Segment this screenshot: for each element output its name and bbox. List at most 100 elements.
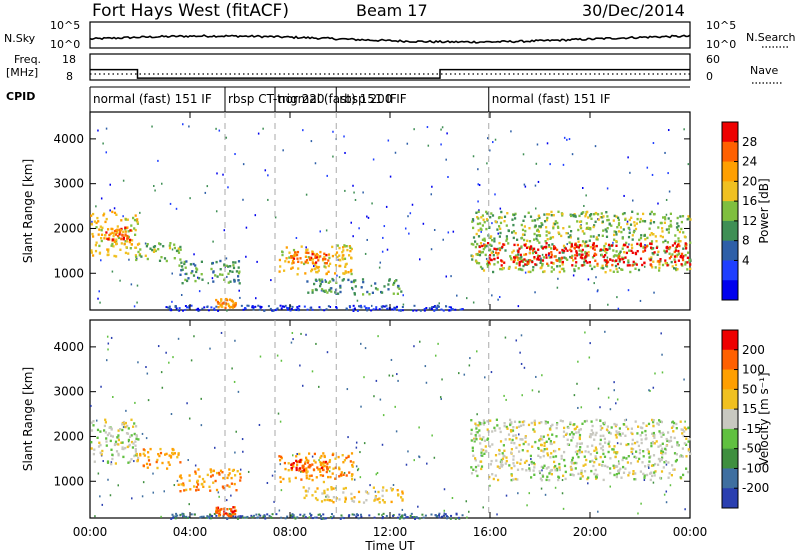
data-cell (572, 474, 575, 477)
data-cell (653, 436, 656, 439)
data-cell (631, 442, 634, 446)
data-cell (637, 425, 640, 428)
scatter-cell (402, 303, 405, 306)
data-cell (553, 255, 556, 258)
data-cell (658, 419, 661, 422)
scatter-cell (447, 175, 449, 178)
scatter-cell (151, 125, 153, 128)
scatter-cell (408, 232, 410, 235)
data-cell (334, 477, 337, 480)
scatter-cell (305, 193, 308, 196)
data-cell (651, 440, 654, 444)
data-cell (636, 212, 639, 216)
data-cell (601, 460, 604, 463)
data-cell (123, 242, 126, 246)
data-cell (489, 243, 492, 246)
data-cell (538, 216, 541, 219)
scatter-cell (433, 309, 436, 312)
scatter-cell (383, 305, 386, 308)
data-cell (372, 486, 375, 489)
data-cell (328, 499, 331, 502)
data-cell (111, 457, 114, 461)
data-cell (495, 248, 498, 251)
data-cell (530, 476, 533, 479)
data-cell (601, 220, 604, 223)
data-cell (649, 478, 652, 482)
data-cell (142, 464, 145, 467)
scatter-cell (311, 455, 314, 458)
data-cell (592, 247, 595, 250)
scatter-cell (267, 198, 269, 201)
data-cell (657, 250, 660, 253)
data-cell (594, 455, 597, 458)
data-cell (642, 455, 645, 458)
data-cell (325, 262, 328, 265)
data-cell (602, 478, 605, 482)
data-cell (588, 239, 591, 242)
scatter-cell (430, 306, 433, 309)
scatter-cell (237, 390, 240, 393)
data-cell (655, 246, 658, 249)
scatter-cell (258, 423, 261, 426)
data-cell (556, 221, 559, 225)
data-cell (343, 244, 346, 247)
scatter-cell (438, 516, 441, 519)
data-cell (500, 264, 503, 267)
scatter-cell (454, 517, 457, 520)
scatter-cell (154, 189, 156, 192)
data-cell (183, 260, 186, 264)
data-cell (316, 487, 319, 490)
scatter-cell (628, 243, 630, 246)
data-cell (168, 246, 172, 250)
data-cell (536, 239, 539, 242)
scatter-cell (344, 151, 346, 154)
data-cell (573, 269, 576, 273)
data-cell (126, 432, 130, 435)
scatter-cell (445, 158, 447, 161)
data-cell (392, 283, 395, 286)
scatter-cell (613, 381, 615, 384)
data-cell (638, 238, 641, 242)
data-cell (297, 267, 300, 270)
data-cell (644, 465, 647, 468)
scatter-cell (188, 306, 191, 309)
data-cell (576, 425, 579, 428)
data-cell (520, 236, 524, 240)
data-cell (482, 423, 485, 426)
data-cell (113, 254, 116, 258)
data-cell (480, 467, 483, 471)
data-cell (579, 477, 582, 480)
data-cell (577, 246, 580, 249)
scatter-cell (367, 216, 370, 219)
data-cell (158, 259, 162, 262)
scatter-cell (203, 306, 206, 309)
data-cell (492, 254, 495, 257)
data-cell (654, 266, 657, 269)
data-cell (549, 456, 552, 459)
scatter-cell (102, 460, 104, 463)
data-cell (90, 421, 93, 424)
data-cell (225, 297, 228, 301)
data-cell (177, 247, 180, 250)
data-cell (558, 466, 561, 469)
data-cell (519, 462, 522, 465)
data-cell (185, 260, 188, 263)
data-cell (127, 252, 130, 255)
colorbar-tick-label: 28 (742, 135, 757, 149)
data-cell (106, 433, 109, 437)
scatter-cell (669, 484, 672, 487)
data-cell (598, 463, 601, 466)
data-cell (604, 441, 607, 444)
scatter-cell (451, 497, 454, 500)
scatter-cell (544, 493, 547, 496)
data-cell (321, 280, 324, 283)
scatter-cell (176, 309, 179, 312)
data-cell (681, 256, 684, 260)
data-cell (128, 460, 132, 463)
data-cell (494, 454, 498, 457)
data-cell (687, 448, 690, 451)
data-cell (584, 215, 587, 218)
data-cell (505, 459, 508, 463)
data-cell (90, 214, 93, 217)
data-cell (512, 455, 515, 458)
